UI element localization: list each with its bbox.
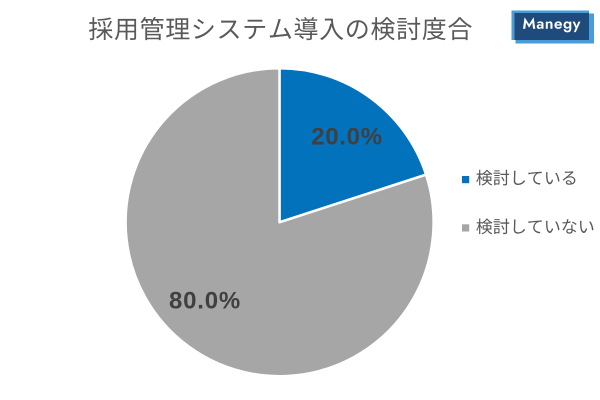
svg-text:80.0%: 80.0%: [169, 288, 241, 315]
svg-text:20.0%: 20.0%: [311, 123, 383, 150]
